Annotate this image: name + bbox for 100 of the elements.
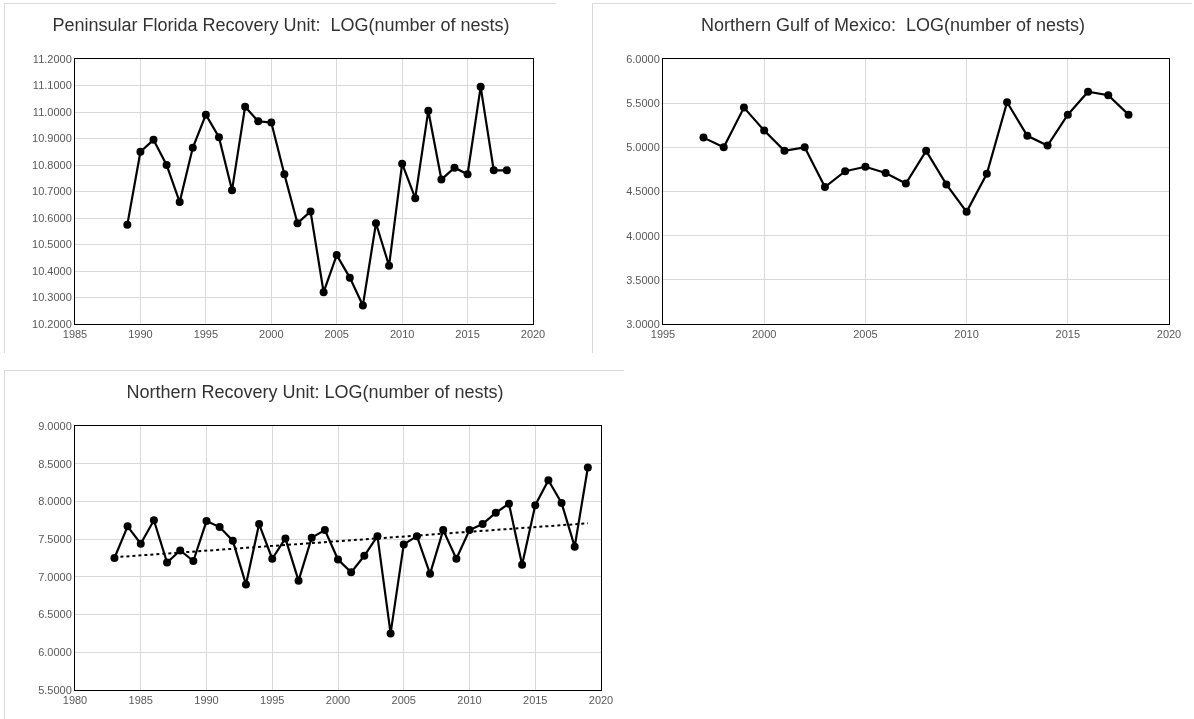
point [123,220,132,229]
x-tick-label: 2015 [455,328,480,341]
point [228,536,237,545]
y-tick-label: 7.0000 [38,570,72,583]
point [136,539,145,548]
x-tick-label: 2015 [523,694,548,707]
point [437,175,446,184]
point [489,166,498,175]
point [544,476,553,485]
point [491,508,500,517]
point [280,170,289,179]
point [214,133,223,142]
point [570,542,579,551]
point [201,110,210,119]
point [254,117,263,126]
x-tick-label: 2015 [1055,328,1081,341]
point [739,103,748,112]
point [942,180,951,189]
point [583,463,592,472]
point [202,517,211,526]
x-tick-label: 2005 [853,328,878,341]
x-tick-label: 1985 [128,694,153,707]
point [531,501,540,510]
point [345,273,354,282]
point [149,516,158,525]
y-tick-label: 10.7000 [32,185,72,198]
point [1043,141,1052,150]
point [478,520,487,529]
point [463,170,472,179]
point [334,555,342,564]
point [719,143,728,152]
point [962,207,971,216]
y-tick-label: 6.5000 [38,608,72,621]
point [982,169,991,178]
point [347,568,356,577]
point [188,143,197,152]
x-tick-label: 2000 [751,328,777,341]
y-tick-label: 8.5000 [38,457,72,470]
point [398,159,407,168]
x-tick-label: 2000 [259,328,284,341]
point [123,522,132,531]
point [504,499,513,508]
y-tick-label: 3.5000 [626,273,660,286]
point [450,163,459,172]
y-tick-label: 6.0000 [38,646,72,659]
y-tick-label: 4.0000 [626,229,660,242]
x-tick-label: 2020 [1156,328,1182,341]
point [424,106,433,115]
point [452,554,461,563]
point [358,301,367,310]
y-tick-label: 10.3000 [32,291,72,304]
point [332,251,341,260]
point [136,147,145,156]
point [293,219,302,228]
x-tick-label: 1990 [128,328,153,341]
point [1104,91,1113,100]
y-tick-label: 5.0000 [626,141,660,154]
point [1063,110,1072,119]
point [476,82,485,91]
point [371,219,380,228]
point [320,526,329,535]
point [780,146,789,155]
point [1003,98,1012,107]
point [426,569,435,578]
point [373,532,382,541]
point [411,194,420,203]
point [1084,87,1093,96]
y-tick-label: 10.2000 [32,317,72,330]
x-tick-label: 2000 [325,694,351,707]
y-tick-label: 5.5000 [38,683,72,696]
y-tick-label: 6.0000 [626,52,660,65]
point [881,168,890,177]
point [268,554,277,563]
point [241,580,250,589]
x-tick-label: 1985 [62,328,88,341]
point [241,102,250,111]
x-tick-label: 1995 [650,328,676,341]
chart-title: Northern Recovery Unit: LOG(number of nests) [126,381,504,402]
point [760,126,769,135]
point [175,198,184,207]
point [294,576,303,585]
point [163,558,172,567]
y-tick-label: 8.0000 [38,495,72,508]
point [518,560,527,569]
point [189,557,198,566]
point [399,540,408,549]
point [385,261,394,270]
x-tick-label: 2005 [324,328,349,341]
y-tick-label: 10.5000 [32,238,72,251]
point [228,186,237,195]
point [149,135,158,144]
point [1023,131,1032,140]
point [307,533,316,542]
point [386,629,395,638]
y-tick-label: 11.1000 [32,79,72,92]
x-tick-label: 2010 [954,328,979,341]
point [267,118,276,127]
y-tick-label: 11.2000 [32,52,72,65]
point [439,526,448,535]
point [281,534,290,543]
